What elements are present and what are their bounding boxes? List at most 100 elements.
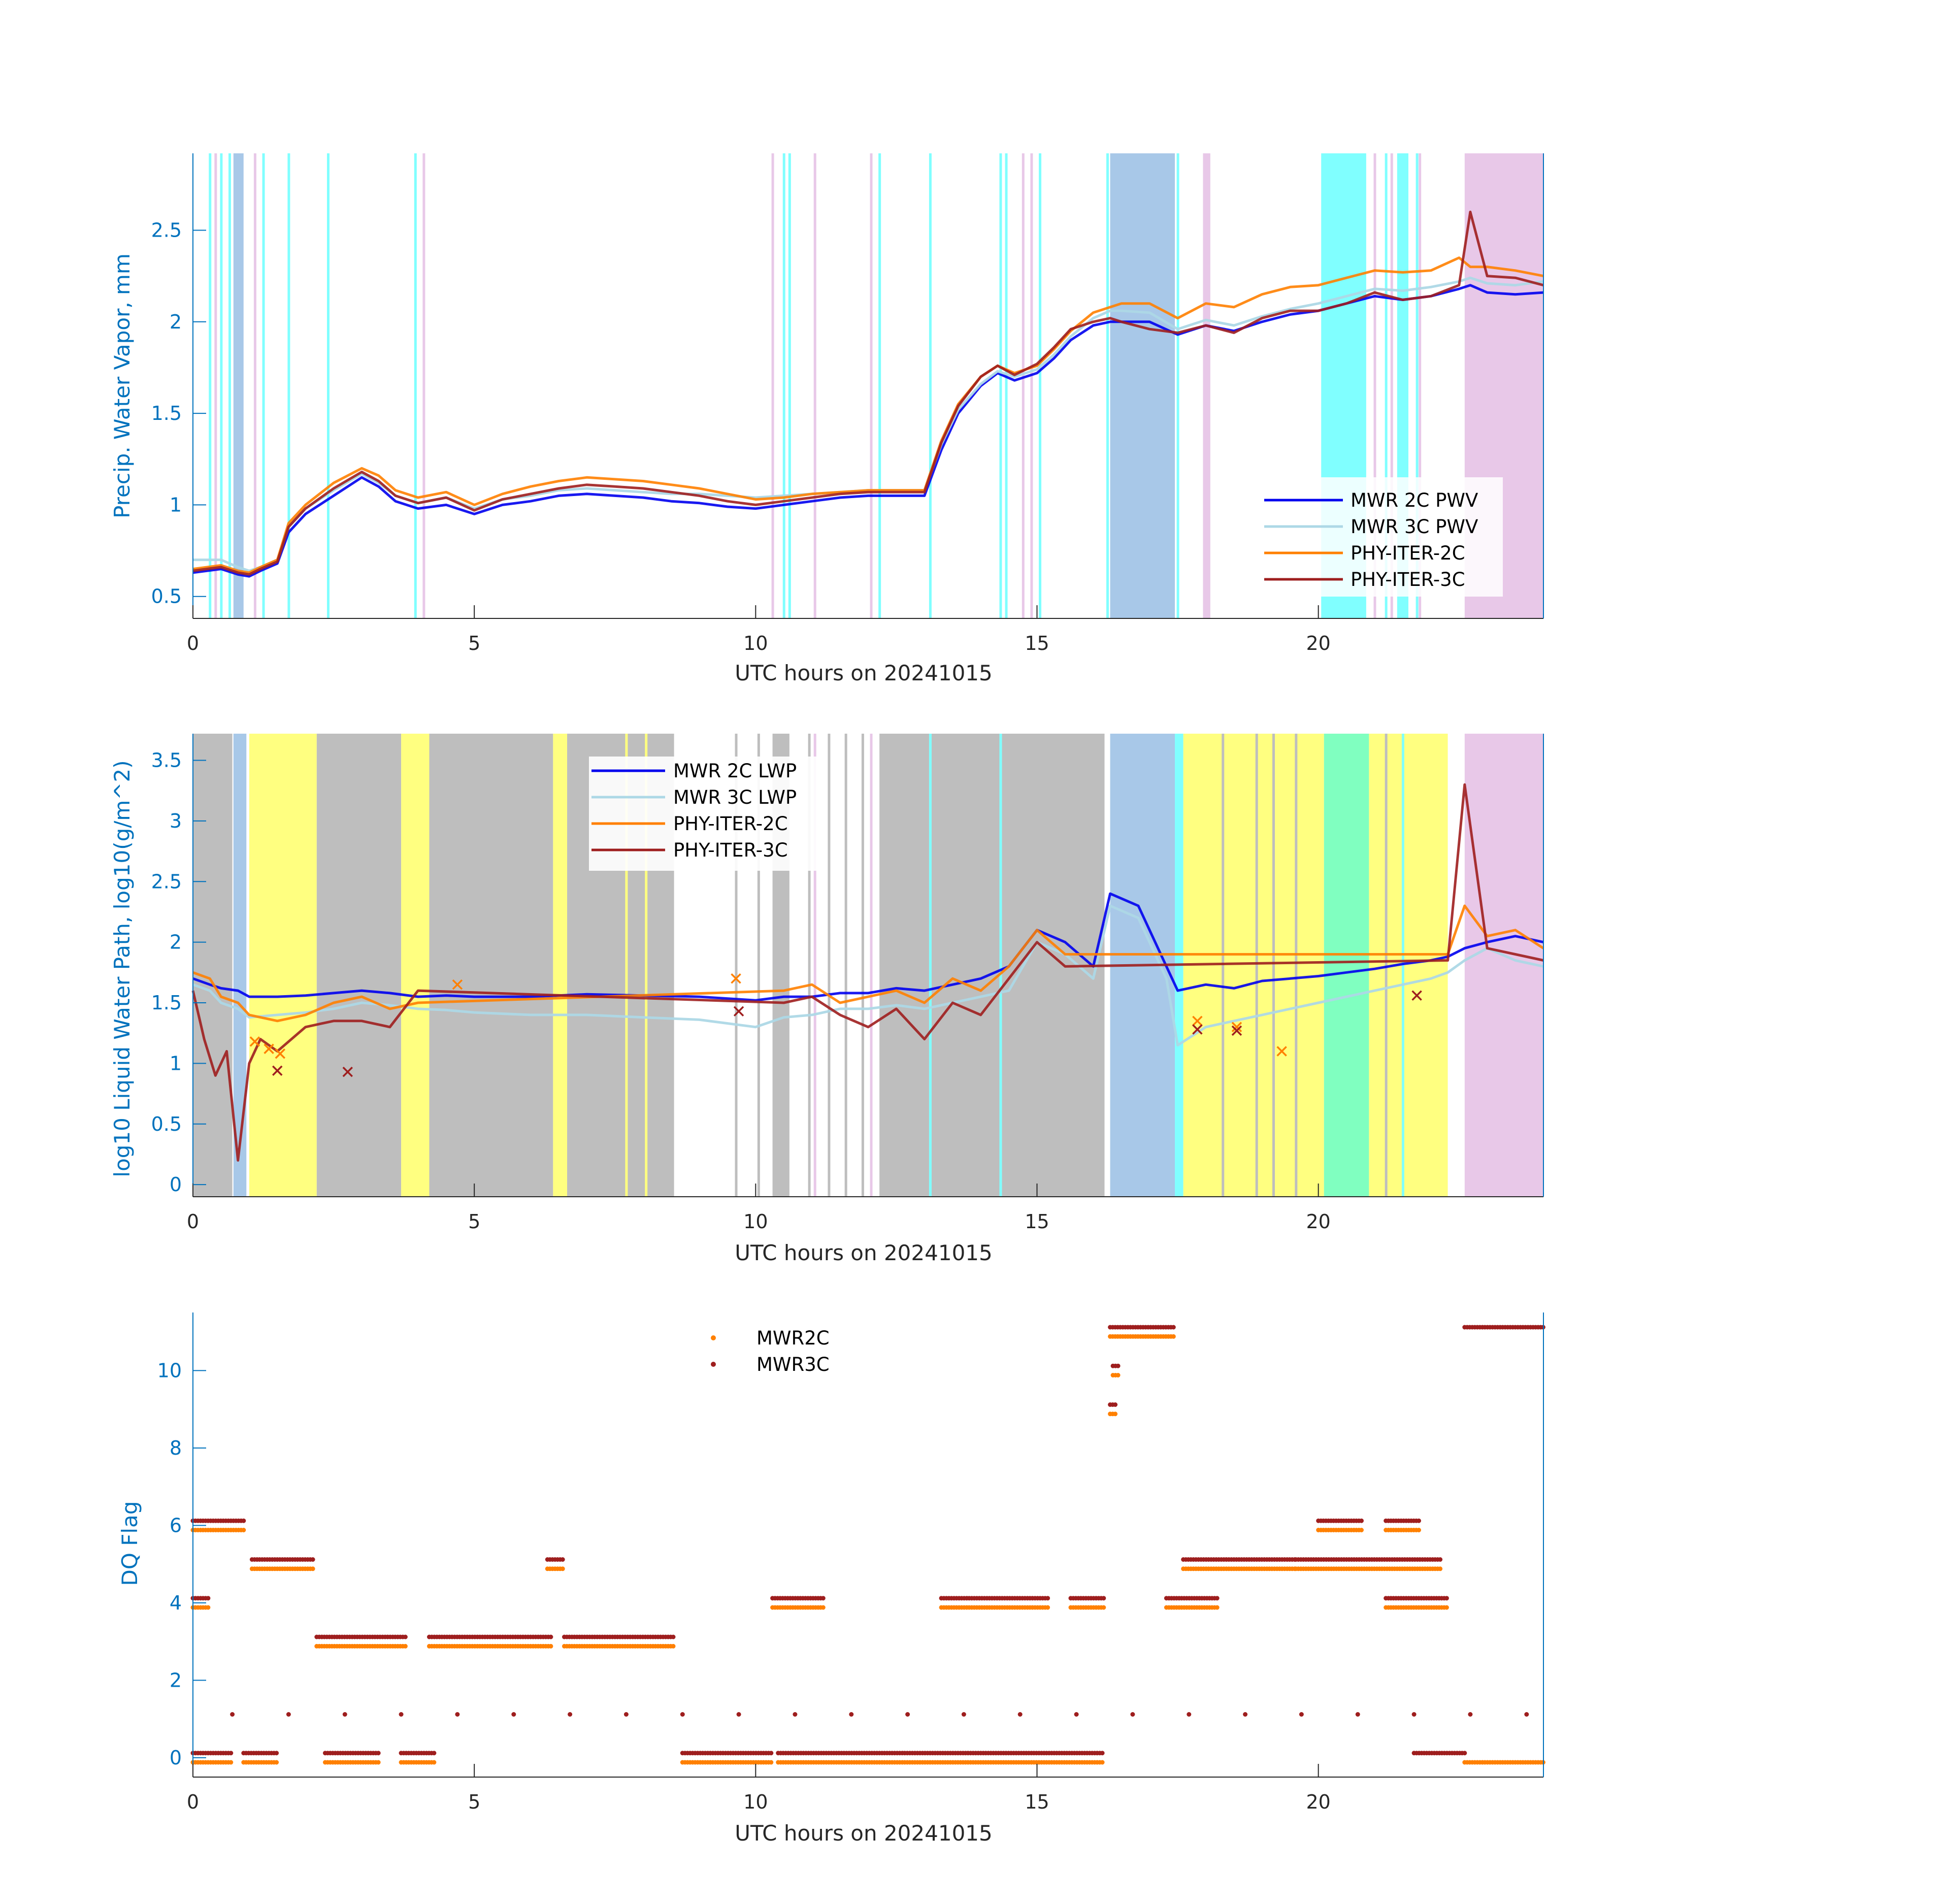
lwp-panel: 0 5 10 15 20 0 0.5 1 1.5 2 2.5 3 3.5 UTC hours on 20… bbox=[110, 734, 1544, 1265]
pwv-band bbox=[1110, 153, 1175, 618]
lwp-band bbox=[429, 734, 553, 1197]
pwv-xlabel: UTC hours on 20241015 bbox=[735, 661, 993, 685]
lwp-xtick-label: 0 bbox=[187, 1210, 199, 1233]
dq-point-mwr3c bbox=[1045, 1596, 1050, 1601]
dq-points-mwr3c bbox=[1068, 1596, 1106, 1601]
dq-point-mwr3c bbox=[1417, 1518, 1421, 1523]
lwp-band-line bbox=[870, 734, 873, 1197]
dq-points-mwr2c bbox=[939, 1605, 1050, 1610]
dq-point-mwr3c bbox=[274, 1751, 279, 1756]
pwv-ytick-label: 1.5 bbox=[151, 402, 182, 424]
dq-point-mwr2c bbox=[769, 1760, 774, 1765]
dq-point-mwr3c bbox=[399, 1712, 404, 1717]
dq-points-mwr2c bbox=[241, 1760, 279, 1765]
dq-point-mwr2c bbox=[1444, 1605, 1449, 1610]
lwp-legend: MWR 2C LWP MWR 3C LWP PHY-ITER-2C PHY-IT… bbox=[589, 757, 822, 871]
lwp-band bbox=[1369, 734, 1448, 1197]
dq-point-mwr3c bbox=[623, 1712, 629, 1717]
dq-point-mwr3c bbox=[1074, 1712, 1079, 1717]
lwp-line-mwr-3c-lwp bbox=[192, 904, 1544, 1047]
pwv-band-line bbox=[878, 153, 881, 618]
lwp-legend-label-phy3c: PHY-ITER-3C bbox=[673, 839, 788, 861]
lwp-x-marker bbox=[1192, 1024, 1203, 1035]
pwv-legend-label-phy2c: PHY-ITER-2C bbox=[1351, 542, 1465, 564]
dq-point-mwr2c bbox=[1113, 1411, 1118, 1417]
dq-points-mwr2c bbox=[545, 1566, 565, 1571]
pwv-band-line bbox=[1005, 153, 1008, 618]
lwp-x-marker bbox=[1276, 1046, 1287, 1057]
dq-points-mwr2c bbox=[314, 1644, 408, 1649]
dq-point-mwr3c bbox=[310, 1557, 315, 1562]
dq-points-mwr3c bbox=[1384, 1596, 1449, 1601]
pwv-band-line bbox=[999, 153, 1002, 618]
lwp-x-marker-stroke bbox=[452, 979, 463, 990]
dq-points-mwr2c bbox=[249, 1566, 315, 1571]
dq-points-mwr3c bbox=[314, 1634, 408, 1639]
dq-point-mwr2c bbox=[432, 1760, 437, 1765]
pwv-band-line bbox=[1176, 153, 1179, 618]
lwp-markers bbox=[249, 973, 1422, 1077]
pwv-ytick-label: 2.5 bbox=[151, 219, 182, 241]
dq-point-mwr2c bbox=[1438, 1566, 1443, 1571]
lwp-x-marker bbox=[452, 979, 463, 990]
dq-point-mwr2c bbox=[1115, 1373, 1121, 1377]
lwp-x-marker bbox=[1231, 1022, 1242, 1032]
pwv-line-phy-iter-3c bbox=[192, 210, 1544, 576]
pwv-band-line bbox=[788, 153, 791, 618]
lwp-xtick-label: 20 bbox=[1306, 1210, 1330, 1233]
pwv-xtick-label: 5 bbox=[468, 632, 480, 654]
lwp-x-marker-stroke bbox=[1276, 1046, 1287, 1057]
lwp-legend-label-phy2c: PHY-ITER-2C bbox=[673, 813, 788, 835]
dq-legend-label-mwr3c: MWR3C bbox=[756, 1354, 830, 1375]
pwv-line-phy-iter-2c bbox=[192, 256, 1544, 574]
dq-series bbox=[190, 1325, 1545, 1765]
dq-points-mwr3c bbox=[1130, 1712, 1135, 1717]
dq-points-mwr3c bbox=[849, 1712, 854, 1717]
dq-points-mwr2c bbox=[190, 1528, 246, 1532]
dq-xtick-label: 10 bbox=[743, 1791, 768, 1813]
lwp-band bbox=[249, 734, 317, 1197]
dq-points-mwr3c bbox=[241, 1751, 279, 1756]
lwp-band bbox=[553, 734, 568, 1197]
dq-point-mwr3c bbox=[1100, 1751, 1105, 1756]
dq-points-mwr3c bbox=[427, 1634, 553, 1639]
dq-points-mwr3c bbox=[399, 1712, 404, 1717]
dq-point-mwr2c bbox=[1214, 1605, 1220, 1610]
lwp-x-marker-stroke bbox=[1231, 1022, 1242, 1032]
lwp-legend-label-mwr3c: MWR 3C LWP bbox=[673, 786, 797, 808]
lwp-band-line bbox=[645, 734, 648, 1197]
lwp-x-marker-stroke bbox=[275, 1048, 286, 1059]
lwp-ytick-label: 3.5 bbox=[151, 749, 182, 772]
lwp-x-marker-stroke bbox=[264, 1043, 274, 1054]
dq-point-mwr3c bbox=[820, 1596, 826, 1601]
pwv-band-line bbox=[262, 153, 265, 618]
lwp-ytick-label: 2.5 bbox=[151, 870, 182, 893]
lwp-band-line bbox=[1385, 734, 1388, 1197]
dq-point-mwr3c bbox=[1130, 1712, 1135, 1717]
lwp-xtick-label: 15 bbox=[1025, 1210, 1049, 1233]
lwp-x-marker-stroke bbox=[1411, 990, 1422, 1001]
pwv-band-line bbox=[228, 153, 232, 618]
dq-points-mwr3c bbox=[1181, 1557, 1297, 1562]
pwv-legend-box bbox=[1259, 477, 1503, 597]
pwv-band-line bbox=[1416, 153, 1419, 618]
lwp-band bbox=[316, 734, 402, 1197]
pwv-ytick-label: 1 bbox=[170, 494, 182, 516]
pwv-xtick-label: 20 bbox=[1306, 632, 1330, 654]
pwv-band-line bbox=[1390, 153, 1393, 618]
dq-point-mwr3c bbox=[1299, 1712, 1304, 1717]
dq-points-mwr2c bbox=[1316, 1528, 1364, 1532]
lwp-line-mwr-2c-lwp bbox=[192, 892, 1544, 1002]
lwp-ytick-label: 3 bbox=[170, 810, 182, 832]
dq-points-mwr2c bbox=[1293, 1566, 1443, 1571]
pwv-xtick-label: 0 bbox=[187, 632, 199, 654]
dq-point-mwr3c bbox=[1113, 1402, 1118, 1407]
dq-points-mwr2c bbox=[1108, 1334, 1176, 1339]
dq-points-mwr3c bbox=[1243, 1712, 1248, 1717]
lwp-ytick-label: 0 bbox=[170, 1173, 182, 1196]
pwv-band-line bbox=[929, 153, 932, 618]
dq-point-mwr3c bbox=[1462, 1751, 1467, 1756]
pwv-band bbox=[1203, 153, 1210, 618]
pwv-band-line bbox=[287, 153, 290, 618]
